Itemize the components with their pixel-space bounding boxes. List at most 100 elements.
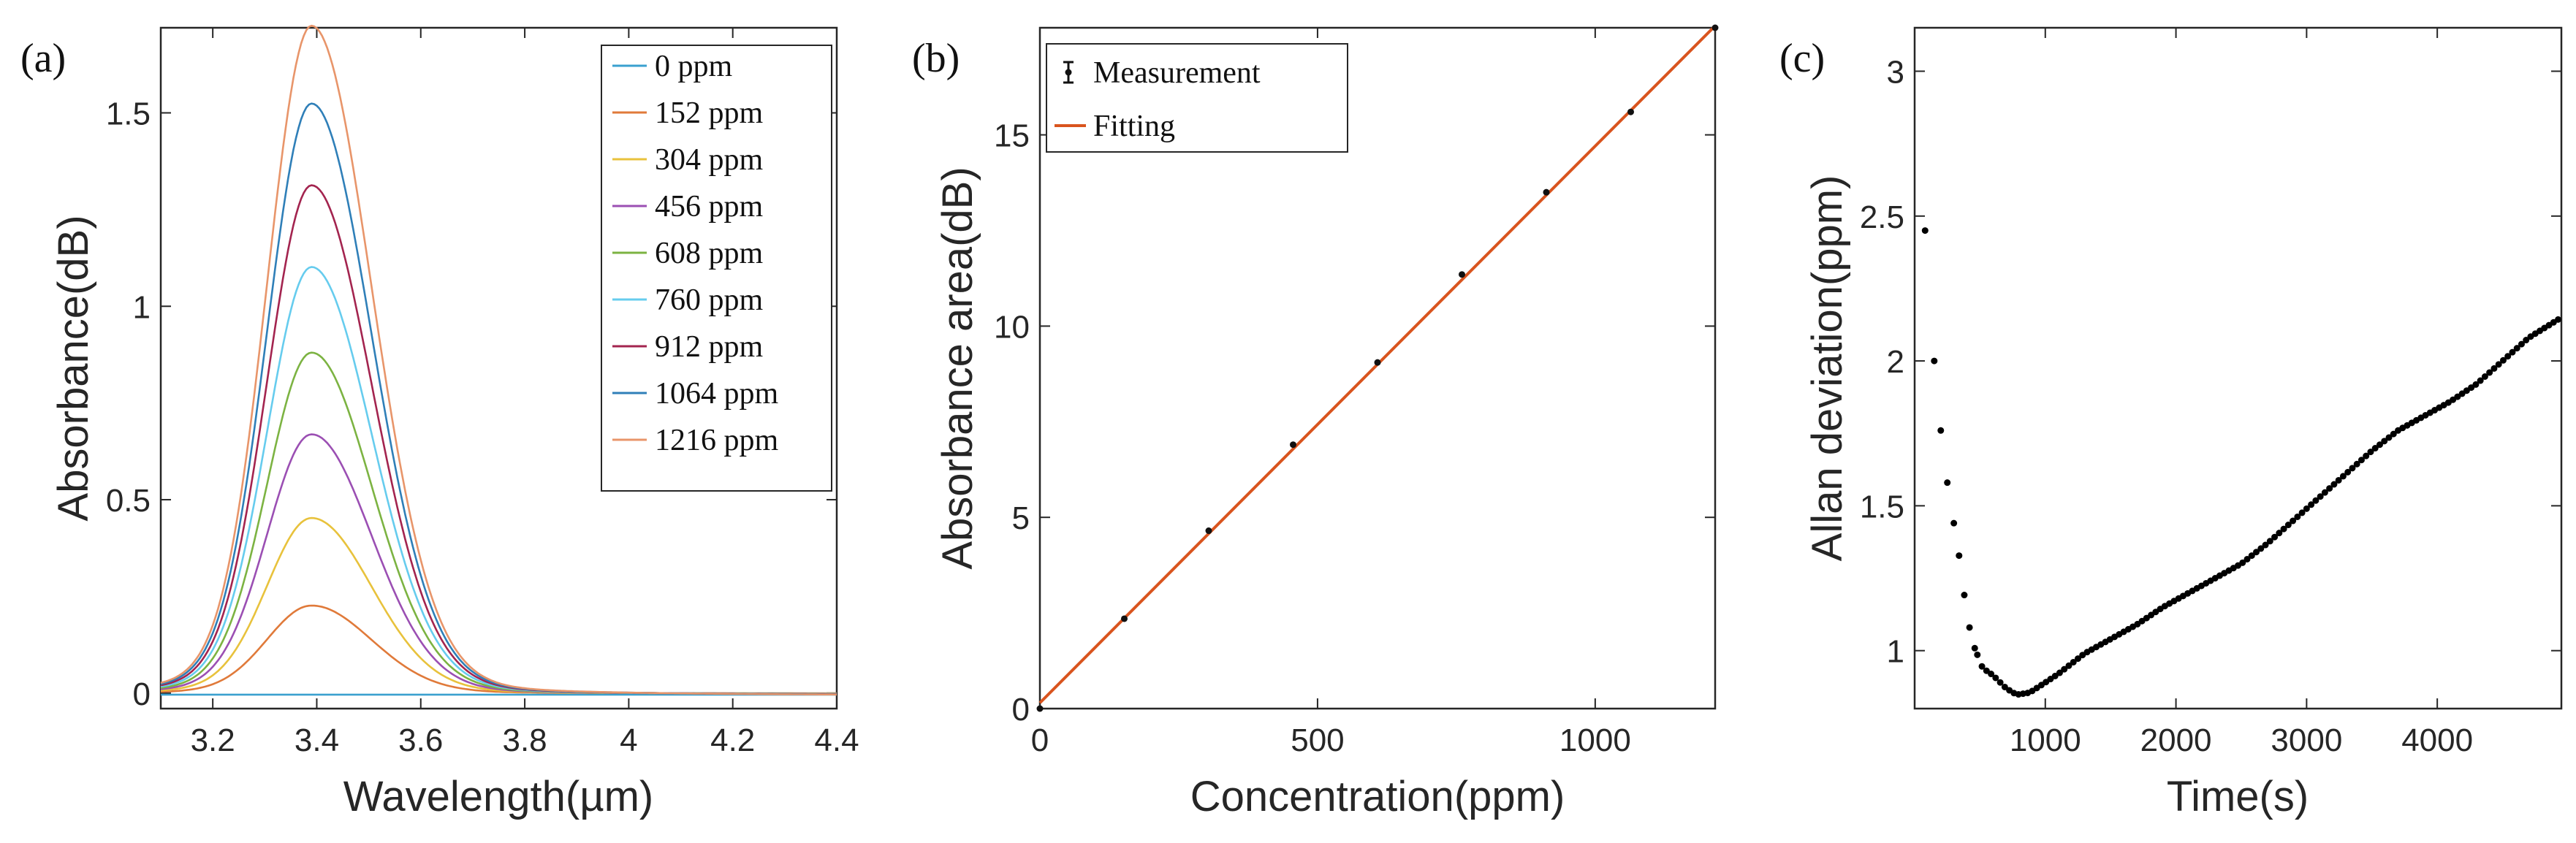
allan-point bbox=[2477, 377, 2484, 384]
allan-point bbox=[2321, 489, 2328, 496]
allan-point bbox=[2303, 505, 2310, 512]
chart-b-legend: Measurement Fitting bbox=[1046, 43, 1348, 153]
x-tick-label: 3.8 bbox=[502, 722, 547, 758]
chart-c-frame bbox=[1913, 26, 2563, 710]
chart-c: 1000 2000 3000 4000 1 1.5 2 2.5 3 Time(s) Allan … bbox=[1804, 26, 2563, 820]
allan-point bbox=[2243, 555, 2251, 562]
series-line-304-ppm bbox=[160, 516, 837, 695]
allan-point bbox=[1921, 227, 1929, 234]
chart-b-frame bbox=[1038, 26, 1717, 710]
panel-label-a: (a) bbox=[20, 36, 66, 81]
allan-point bbox=[2481, 373, 2488, 381]
y-tick-label: 5 bbox=[1012, 500, 1030, 536]
allan-point bbox=[2262, 541, 2269, 549]
chart-a-ticks: 3.2 3.4 3.6 3.8 4 4.2 4.4 0 0.5 1 1.5 bbox=[106, 28, 859, 758]
y-tick-label: 0.5 bbox=[106, 483, 151, 519]
y-tick-label: 0 bbox=[133, 676, 151, 712]
allan-point bbox=[2257, 545, 2265, 552]
allan-point bbox=[1978, 663, 1986, 670]
series-line-1216-ppm bbox=[160, 24, 837, 696]
chart-a-frame bbox=[159, 26, 838, 710]
allan-point bbox=[2376, 441, 2383, 449]
allan-point bbox=[2357, 457, 2365, 464]
chart-b-legend-box bbox=[1046, 43, 1348, 153]
allan-point bbox=[2056, 669, 2063, 676]
legend-fitting-label: Fitting bbox=[1093, 110, 1175, 143]
allan-point bbox=[2513, 345, 2520, 352]
legend-label: 152 ppm bbox=[655, 96, 764, 130]
allan-point bbox=[1937, 427, 1945, 434]
chart-a-legend: 0 ppm 152 ppm 304 ppm 456 ppm 608 ppm 760 ppm… bbox=[601, 45, 832, 492]
allan-point bbox=[2499, 356, 2507, 364]
x-tick-label: 4 bbox=[620, 722, 637, 758]
allan-point bbox=[2312, 497, 2319, 504]
chart-c-series bbox=[1921, 227, 2562, 698]
chart-b-series bbox=[1036, 24, 1719, 712]
allan-point bbox=[2317, 493, 2324, 500]
allan-point bbox=[2381, 438, 2388, 445]
x-tick-label: 3.4 bbox=[295, 722, 339, 758]
allan-point bbox=[2074, 655, 2081, 663]
legend-label: 0 ppm bbox=[655, 50, 733, 83]
measurement-point bbox=[1711, 24, 1719, 31]
measurement-point bbox=[1205, 527, 1212, 535]
allan-point bbox=[1974, 651, 1981, 658]
measurement-point bbox=[1374, 359, 1381, 366]
chart-b: 0 500 1000 0 5 10 15 Concentration(ppm) Absorb… bbox=[934, 24, 1719, 820]
allan-point bbox=[2276, 530, 2283, 537]
y-tick-label: 1 bbox=[1887, 634, 1904, 670]
allan-point bbox=[1992, 674, 1999, 682]
y-tick-label: 1.5 bbox=[1860, 489, 1904, 525]
chart-b-ticks: 0 500 1000 0 5 10 15 bbox=[994, 28, 1715, 758]
allan-point bbox=[2495, 361, 2502, 368]
panel-label-c: (c) bbox=[1779, 36, 1825, 81]
allan-point bbox=[1961, 592, 1968, 599]
x-tick-label: 3000 bbox=[2271, 722, 2342, 758]
allan-point bbox=[2298, 509, 2306, 516]
allan-point bbox=[2061, 665, 2068, 673]
allan-point bbox=[2523, 337, 2530, 344]
x-tick-label: 500 bbox=[1291, 722, 1344, 758]
x-tick-label: 4000 bbox=[2401, 722, 2473, 758]
allan-point bbox=[2271, 533, 2279, 541]
measurement-point bbox=[1290, 441, 1296, 449]
legend-label: 456 ppm bbox=[655, 190, 764, 224]
chart-c-ticks: 1000 2000 3000 4000 1 1.5 2 2.5 3 bbox=[1860, 28, 2561, 758]
legend-label: 1216 ppm bbox=[655, 424, 779, 457]
chart-a: 3.2 3.4 3.6 3.8 4 4.2 4.4 0 0.5 1 1.5 Wavelength(µ… bbox=[50, 24, 859, 820]
allan-point bbox=[2326, 485, 2333, 492]
chart-a-xlabel: Wavelength(µm) bbox=[343, 773, 654, 820]
allan-point bbox=[2486, 369, 2493, 376]
allan-point bbox=[1931, 357, 1938, 365]
allan-point bbox=[2518, 340, 2525, 348]
allan-point bbox=[1983, 667, 1990, 674]
measurement-point bbox=[1036, 705, 1044, 712]
measurement-point bbox=[1627, 108, 1634, 115]
allan-point bbox=[2363, 452, 2370, 459]
chart-b-ylabel: Absorbance area(dB) bbox=[934, 167, 981, 569]
chart-b-xlabel: Concentration(ppm) bbox=[1190, 773, 1565, 820]
allan-point bbox=[2051, 672, 2059, 679]
y-tick-label: 0 bbox=[1012, 692, 1030, 728]
allan-point bbox=[2001, 683, 2008, 690]
chart-c-ylabel: Allan deviation(ppm) bbox=[1804, 175, 1851, 562]
legend-measurement-label: Measurement bbox=[1093, 56, 1261, 90]
y-tick-label: 10 bbox=[994, 309, 1030, 345]
measurement-point bbox=[1543, 188, 1550, 196]
allan-point bbox=[2308, 501, 2315, 508]
allan-point bbox=[2248, 552, 2255, 560]
legend-label: 760 ppm bbox=[655, 283, 764, 317]
x-tick-label: 1000 bbox=[1559, 722, 1631, 758]
allan-point bbox=[1966, 624, 1973, 631]
allan-point bbox=[2353, 460, 2360, 468]
allan-point bbox=[2490, 365, 2498, 372]
allan-point bbox=[2349, 465, 2356, 472]
x-tick-label: 3.6 bbox=[398, 722, 443, 758]
y-tick-label: 3 bbox=[1887, 54, 1904, 90]
allan-point bbox=[2330, 481, 2338, 488]
chart-c-xlabel: Time(s) bbox=[2167, 773, 2309, 820]
allan-point bbox=[2509, 348, 2516, 356]
allan-point bbox=[2555, 316, 2562, 323]
y-tick-label: 1 bbox=[133, 289, 151, 325]
